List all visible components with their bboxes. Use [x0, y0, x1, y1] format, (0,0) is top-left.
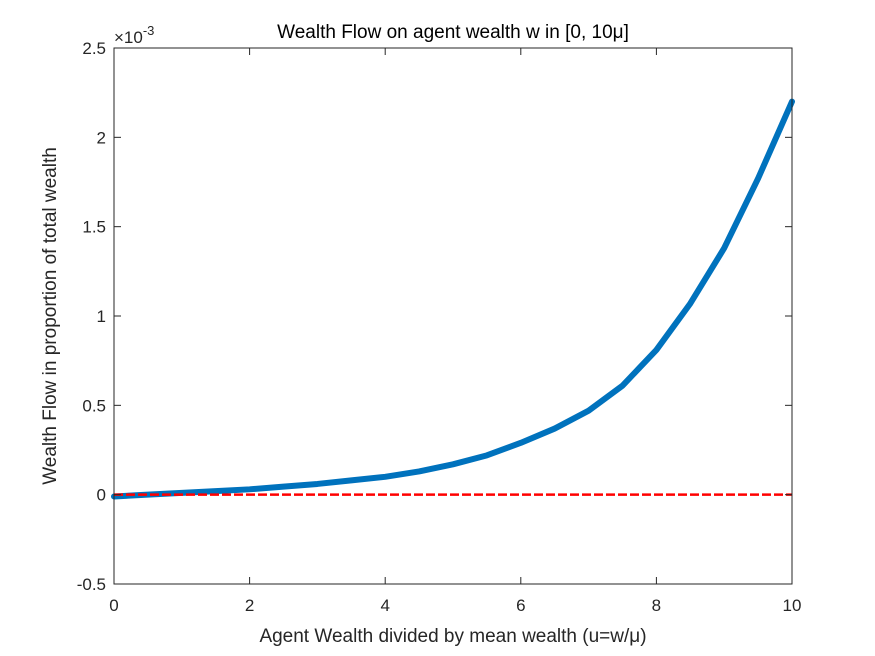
x-tick-label: 8 — [652, 596, 661, 615]
y-tick-label: 0.5 — [82, 396, 106, 415]
y-tick-label: 1 — [97, 307, 106, 326]
x-tick-label: 6 — [516, 596, 525, 615]
y-axis-multiplier: ×10-3 — [114, 23, 154, 47]
tick-layer: 0 2 4 6 8 10-0.500.511.522.5 — [77, 39, 802, 615]
chart-title: Wealth Flow on agent wealth w in [0, 10μ… — [277, 22, 629, 43]
x-tick-label: 2 — [245, 596, 254, 615]
x-tick-label: 4 — [380, 596, 389, 615]
series-line-0 — [111, 98, 795, 500]
x-tick-label: 0 — [109, 596, 118, 615]
y-tick-label: 1.5 — [82, 218, 106, 237]
y-axis-label: Wealth Flow in proportion of total wealt… — [40, 147, 61, 485]
y-tick-label: 2 — [97, 128, 106, 147]
x-tick-label: 10 — [783, 596, 802, 615]
series-layer — [111, 98, 795, 500]
y-tick-label: 2.5 — [82, 39, 106, 58]
y-axis-multiplier-base: ×10 — [114, 28, 143, 47]
y-tick-label: 0 — [97, 486, 106, 505]
x-axis-label: Agent Wealth divided by mean wealth (u=w… — [259, 626, 646, 647]
y-axis-multiplier-exponent: -3 — [143, 23, 155, 38]
y-tick-label: -0.5 — [77, 575, 106, 594]
plot-area — [114, 48, 792, 584]
